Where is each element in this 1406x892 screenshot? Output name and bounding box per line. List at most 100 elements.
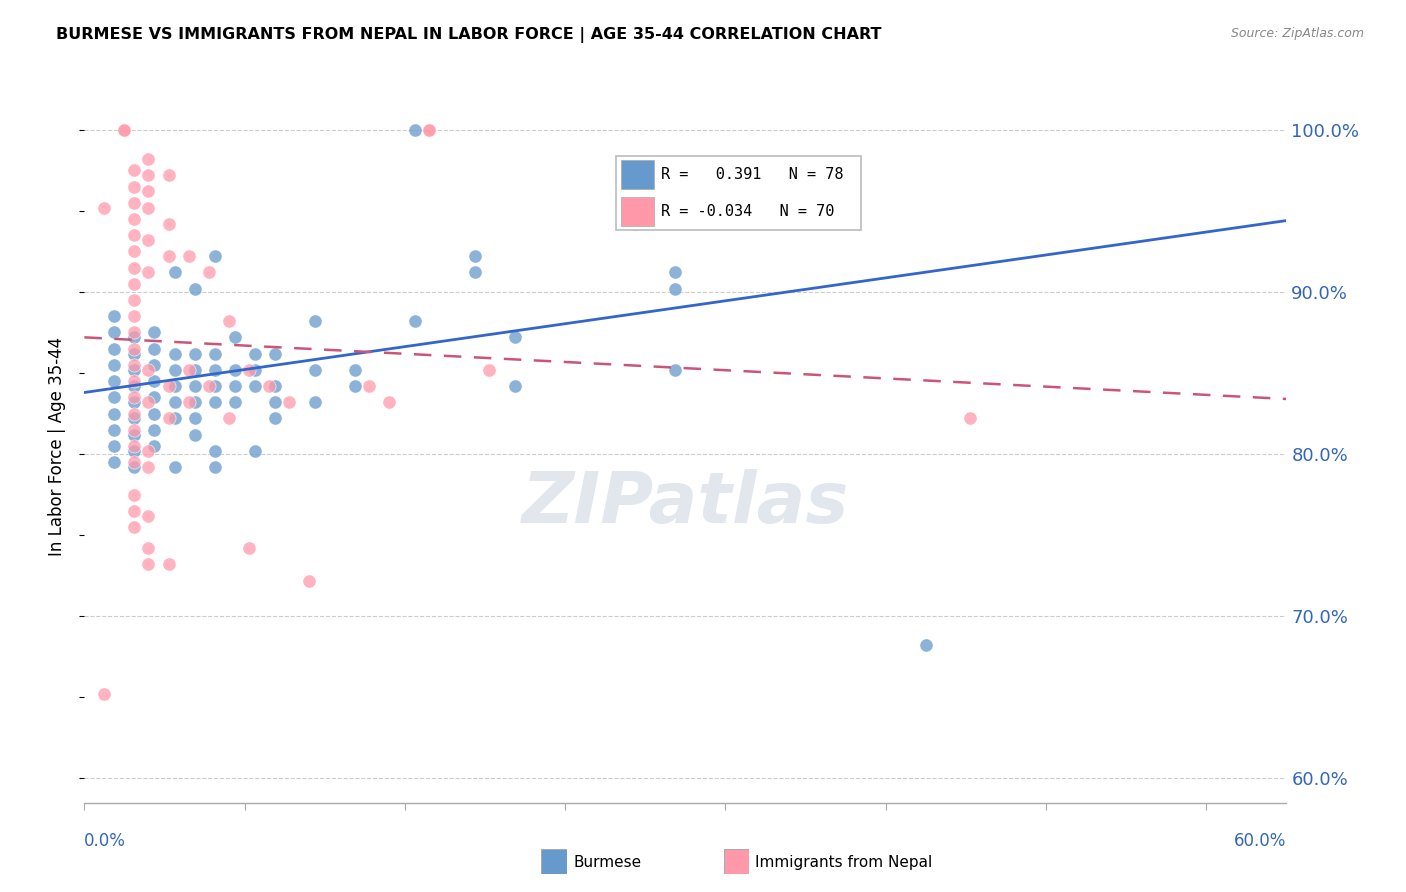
Point xyxy=(143,326,166,340)
Point xyxy=(664,282,686,296)
Point xyxy=(343,379,366,393)
Point xyxy=(103,342,125,356)
Point xyxy=(143,390,166,404)
Point xyxy=(103,374,125,388)
Point xyxy=(238,541,260,556)
Point xyxy=(163,379,186,393)
Point xyxy=(224,379,246,393)
Point xyxy=(257,379,280,393)
Point xyxy=(103,423,125,437)
Point xyxy=(224,395,246,409)
Point xyxy=(464,249,486,263)
Point xyxy=(183,379,205,393)
Point xyxy=(138,265,160,279)
Point xyxy=(503,379,526,393)
Point xyxy=(124,455,146,469)
Point xyxy=(664,265,686,279)
Point xyxy=(124,342,146,356)
Point xyxy=(157,411,180,425)
Point xyxy=(124,374,146,388)
Point xyxy=(103,455,125,469)
Point xyxy=(138,185,160,199)
Point xyxy=(238,363,260,377)
Point xyxy=(157,558,180,572)
Point xyxy=(263,346,285,360)
Point xyxy=(357,379,380,393)
Point xyxy=(138,460,160,475)
Point xyxy=(138,558,160,572)
Point xyxy=(163,363,186,377)
Point xyxy=(138,395,160,409)
Point xyxy=(124,228,146,243)
Text: ZIPatlas: ZIPatlas xyxy=(522,468,849,538)
Point xyxy=(204,379,226,393)
Point xyxy=(177,249,200,263)
Text: BURMESE VS IMMIGRANTS FROM NEPAL IN LABOR FORCE | AGE 35-44 CORRELATION CHART: BURMESE VS IMMIGRANTS FROM NEPAL IN LABO… xyxy=(56,27,882,43)
Point xyxy=(183,363,205,377)
Point xyxy=(138,168,160,182)
Point xyxy=(304,314,326,328)
Point xyxy=(124,488,146,502)
Point xyxy=(163,411,186,425)
Point xyxy=(93,687,115,701)
Point xyxy=(464,265,486,279)
Point xyxy=(243,379,266,393)
Point xyxy=(177,363,200,377)
Point xyxy=(124,423,146,437)
Point xyxy=(404,314,426,328)
Point xyxy=(124,427,146,442)
Point xyxy=(204,443,226,458)
Point xyxy=(103,407,125,421)
Point xyxy=(124,346,146,360)
Bar xyxy=(621,161,654,189)
Point xyxy=(143,374,166,388)
Point xyxy=(298,574,321,588)
Point xyxy=(124,195,146,210)
Point xyxy=(243,346,266,360)
Point xyxy=(124,443,146,458)
Point xyxy=(143,407,166,421)
Text: R = -0.034   N = 70: R = -0.034 N = 70 xyxy=(661,204,835,219)
Point xyxy=(143,342,166,356)
Point xyxy=(183,346,205,360)
Point xyxy=(124,407,146,421)
Point xyxy=(478,363,501,377)
Point xyxy=(124,395,146,409)
Text: 60.0%: 60.0% xyxy=(1234,832,1286,850)
Point xyxy=(624,217,647,231)
Point xyxy=(263,379,285,393)
Point xyxy=(103,358,125,372)
Point xyxy=(138,363,160,377)
Point xyxy=(163,346,186,360)
Point xyxy=(183,395,205,409)
Point xyxy=(183,282,205,296)
Point xyxy=(243,363,266,377)
Point xyxy=(304,363,326,377)
Text: R =   0.391   N = 78: R = 0.391 N = 78 xyxy=(661,167,844,182)
Point xyxy=(143,358,166,372)
Point xyxy=(138,233,160,247)
Point xyxy=(124,460,146,475)
Point xyxy=(124,520,146,534)
Point xyxy=(183,411,205,425)
Point xyxy=(143,423,166,437)
FancyBboxPatch shape xyxy=(616,156,860,230)
Bar xyxy=(621,197,654,226)
Point xyxy=(124,179,146,194)
Point xyxy=(157,168,180,182)
Point xyxy=(124,260,146,275)
Point xyxy=(124,363,146,377)
Y-axis label: In Labor Force | Age 35-44: In Labor Force | Age 35-44 xyxy=(48,336,66,556)
Point xyxy=(163,395,186,409)
Point xyxy=(138,508,160,523)
Point xyxy=(163,460,186,475)
Point xyxy=(204,346,226,360)
Point xyxy=(197,265,219,279)
Point xyxy=(503,330,526,344)
Point xyxy=(218,314,240,328)
Point xyxy=(103,439,125,453)
Point xyxy=(204,363,226,377)
Point xyxy=(124,244,146,259)
Point xyxy=(124,390,146,404)
Point xyxy=(114,122,135,136)
